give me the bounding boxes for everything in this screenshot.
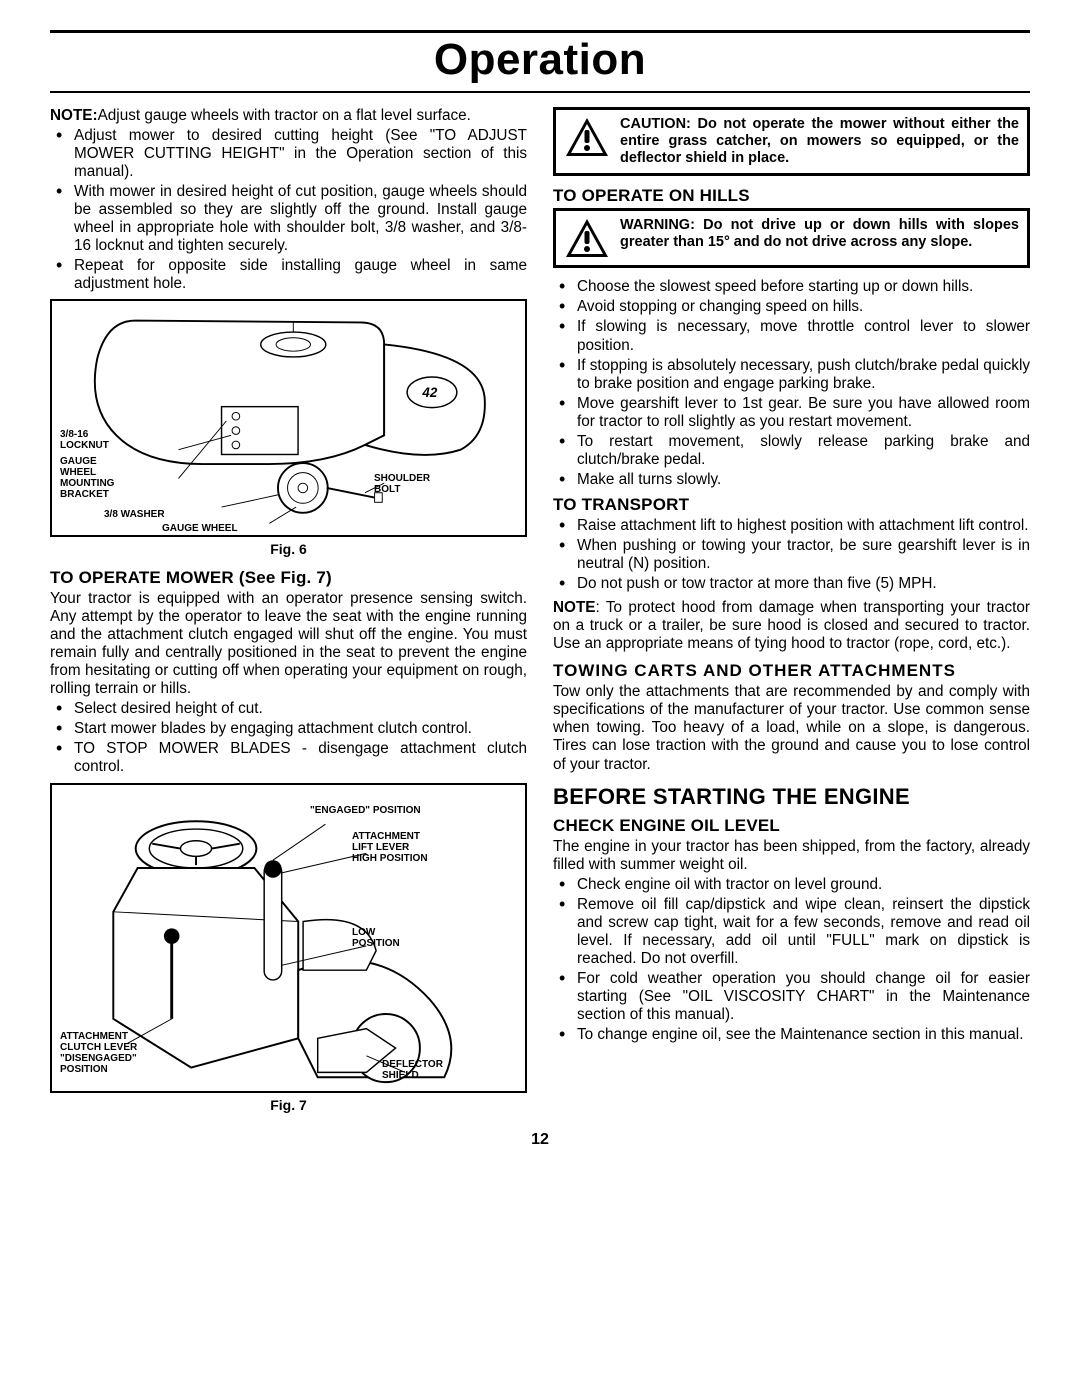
list-item: Move gearshift lever to 1st gear. Be sur…: [577, 395, 1030, 431]
list-item: TO STOP MOWER BLADES - disengage attachm…: [74, 740, 527, 776]
svg-text:42: 42: [421, 386, 437, 401]
check-oil-bullets: Check engine oil with tractor on level g…: [553, 876, 1030, 1044]
fig7-label-shield: DEFLECTOR SHIELD: [382, 1059, 443, 1081]
list-item: Start mower blades by engaging attachmen…: [74, 720, 527, 738]
fig7-label-lift: ATTACHMENT LIFT LEVER HIGH POSITION: [352, 831, 428, 864]
heading-towing: TOWING CARTS AND OTHER ATTACH­MENTS: [553, 661, 1030, 681]
fig7-label-low: LOW POSITION: [352, 927, 400, 949]
caution-box: CAUTION: Do not operate the mower withou…: [553, 107, 1030, 176]
list-item: To restart movement, slowly release park…: [577, 433, 1030, 469]
transport-note-paragraph: NOTE: To protect hood from damage when t…: [553, 599, 1030, 653]
transport-bullets: Raise attachment lift to highest positio…: [553, 517, 1030, 593]
warning-text: WARNING: Do not drive up or down hills w…: [620, 217, 1019, 251]
heading-operate-mower: TO OPERATE MOWER (See Fig. 7): [50, 568, 527, 588]
list-item: If slowing is necessary, move throttle c…: [577, 318, 1030, 354]
list-item: If stopping is absolutely necessary, pus…: [577, 357, 1030, 393]
note-paragraph: NOTE:Adjust gauge wheels with tractor on…: [50, 107, 527, 125]
warning-box: WARNING: Do not drive up or down hills w…: [553, 208, 1030, 268]
fig6-label-wheel: GAUGE WHEEL: [162, 523, 238, 534]
fig6-label-bolt: SHOULDER BOLT: [374, 473, 430, 495]
list-item: Avoid stopping or changing speed on hill…: [577, 298, 1030, 316]
caution-lead: CAUTION:: [620, 116, 691, 132]
left-column: NOTE:Adjust gauge wheels with tractor on…: [50, 107, 527, 1123]
warning-triangle-icon: [564, 116, 610, 158]
caution-text: CAUTION: Do not operate the mower withou…: [620, 116, 1019, 167]
two-column-layout: NOTE:Adjust gauge wheels with tractor on…: [50, 107, 1030, 1123]
heading-transport: TO TRANSPORT: [553, 495, 1030, 515]
figure-6-svg: 42: [60, 311, 517, 531]
right-column: CAUTION: Do not operate the mower withou…: [553, 107, 1030, 1123]
list-item: Repeat for opposite side installing gaug…: [74, 257, 527, 293]
fig7-caption: Fig. 7: [50, 1097, 527, 1114]
list-item: Remove oil fill cap/dipstick and wipe cl…: [577, 896, 1030, 968]
figure-7-box: "ENGAGED" POSITION ATTACHMENT LIFT LEVER…: [50, 783, 527, 1093]
check-oil-text: The engine in your tractor has been ship…: [553, 838, 1030, 874]
fig6-label-washer: 3/8 WASHER: [104, 509, 165, 520]
heading-hills: TO OPERATE ON HILLS: [553, 186, 1030, 206]
list-item: Make all turns slowly.: [577, 471, 1030, 489]
towing-text: Tow only the attachments that are recomm…: [553, 683, 1030, 773]
page-title: Operation: [50, 35, 1030, 85]
note-text: Adjust gauge wheels with tractor on a fl…: [98, 107, 471, 124]
under-rule: [50, 91, 1030, 93]
heading-check-oil: CHECK ENGINE OIL LEVEL: [553, 816, 1030, 836]
fig6-label-bracket: GAUGE WHEEL MOUNTING BRACKET: [60, 456, 114, 500]
warning-triangle-icon: [564, 217, 610, 259]
list-item: When pushing or towing your tractor, be …: [577, 537, 1030, 573]
top-rule: [50, 30, 1030, 33]
list-item: To change engine oil, see the Maintenanc…: [577, 1026, 1030, 1044]
note-lead: NOTE:: [50, 107, 98, 124]
figure-6-box: 42: [50, 299, 527, 537]
operate-mower-text: Your tractor is equipped with an operato…: [50, 590, 527, 698]
list-item: With mower in desired height of cut posi…: [74, 183, 527, 255]
fig7-label-engaged: "ENGAGED" POSITION: [310, 805, 421, 816]
fig7-label-clutch: ATTACHMENT CLUTCH LEVER "DISENGAGED" POS…: [60, 1031, 137, 1075]
transport-note-body: : To protect hood from damage when trans…: [553, 599, 1030, 652]
fig6-caption: Fig. 6: [50, 541, 527, 558]
list-item: Raise attachment lift to highest positio…: [577, 517, 1030, 535]
list-item: For cold weather operation you should ch…: [577, 970, 1030, 1024]
heading-before-starting: BEFORE STARTING THE ENGINE: [553, 784, 1030, 810]
operate-mower-bullets: Select desired height of cut. Start mowe…: [50, 700, 527, 776]
list-item: Choose the slowest speed before starting…: [577, 278, 1030, 296]
list-item: Adjust mower to desired cutting height (…: [74, 127, 527, 181]
list-item: Check engine oil with tractor on level g…: [577, 876, 1030, 894]
transport-note-lead: NOTE: [553, 599, 596, 616]
warning-lead: WARNING:: [620, 217, 695, 233]
left-bullets-a: Adjust mower to desired cutting height (…: [50, 127, 527, 293]
list-item: Select desired height of cut.: [74, 700, 527, 718]
page-number: 12: [50, 1131, 1030, 1149]
fig6-label-locknut: 3/8-16 LOCKNUT: [60, 429, 109, 451]
hills-bullets: Choose the slowest speed before starting…: [553, 278, 1030, 489]
list-item: Do not push or tow tractor at more than …: [577, 575, 1030, 593]
